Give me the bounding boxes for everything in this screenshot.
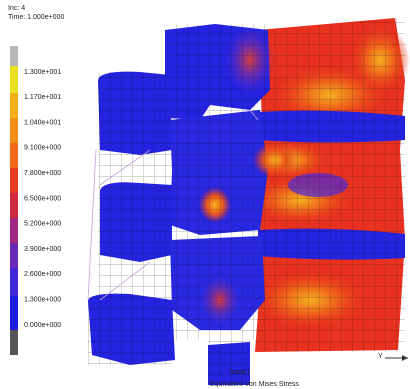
legend-label: 7.800e+000 xyxy=(24,170,61,177)
time: Time: 1.000e+000 xyxy=(8,14,64,21)
legend-labels: 1.300e+001 1.170e+001 1.040e+001 9.100e+000… xyxy=(24,69,61,329)
case-label: lcase1 xyxy=(230,369,250,376)
result-quantity: Equivalent Von Mises Stress xyxy=(210,381,299,388)
color-bar xyxy=(10,46,18,355)
fea-viewport: Inc: 4 Time: 1.000e+000 1.300e+001 1.170e… xyxy=(0,0,410,389)
legend-label: 3.900e+000 xyxy=(24,246,61,253)
legend-label: 5.200e+000 xyxy=(24,221,61,228)
legend-label: 2.600e+000 xyxy=(24,271,61,278)
mesh xyxy=(88,18,410,385)
legend-label: 1.170e+001 xyxy=(24,94,61,101)
legend-label: 6.500e+000 xyxy=(24,195,61,202)
legend-label: 0.000e+000 xyxy=(24,322,61,329)
legend-label: 1.300e+001 xyxy=(24,69,61,76)
axis-triad: Y xyxy=(378,353,408,361)
legend-label: 1.040e+001 xyxy=(24,119,61,126)
legend-label: 1.300e+000 xyxy=(24,297,61,304)
legend-label: 9.100e+000 xyxy=(24,145,61,152)
increment: Inc: 4 xyxy=(8,5,25,12)
axis-label: Y xyxy=(378,353,383,360)
